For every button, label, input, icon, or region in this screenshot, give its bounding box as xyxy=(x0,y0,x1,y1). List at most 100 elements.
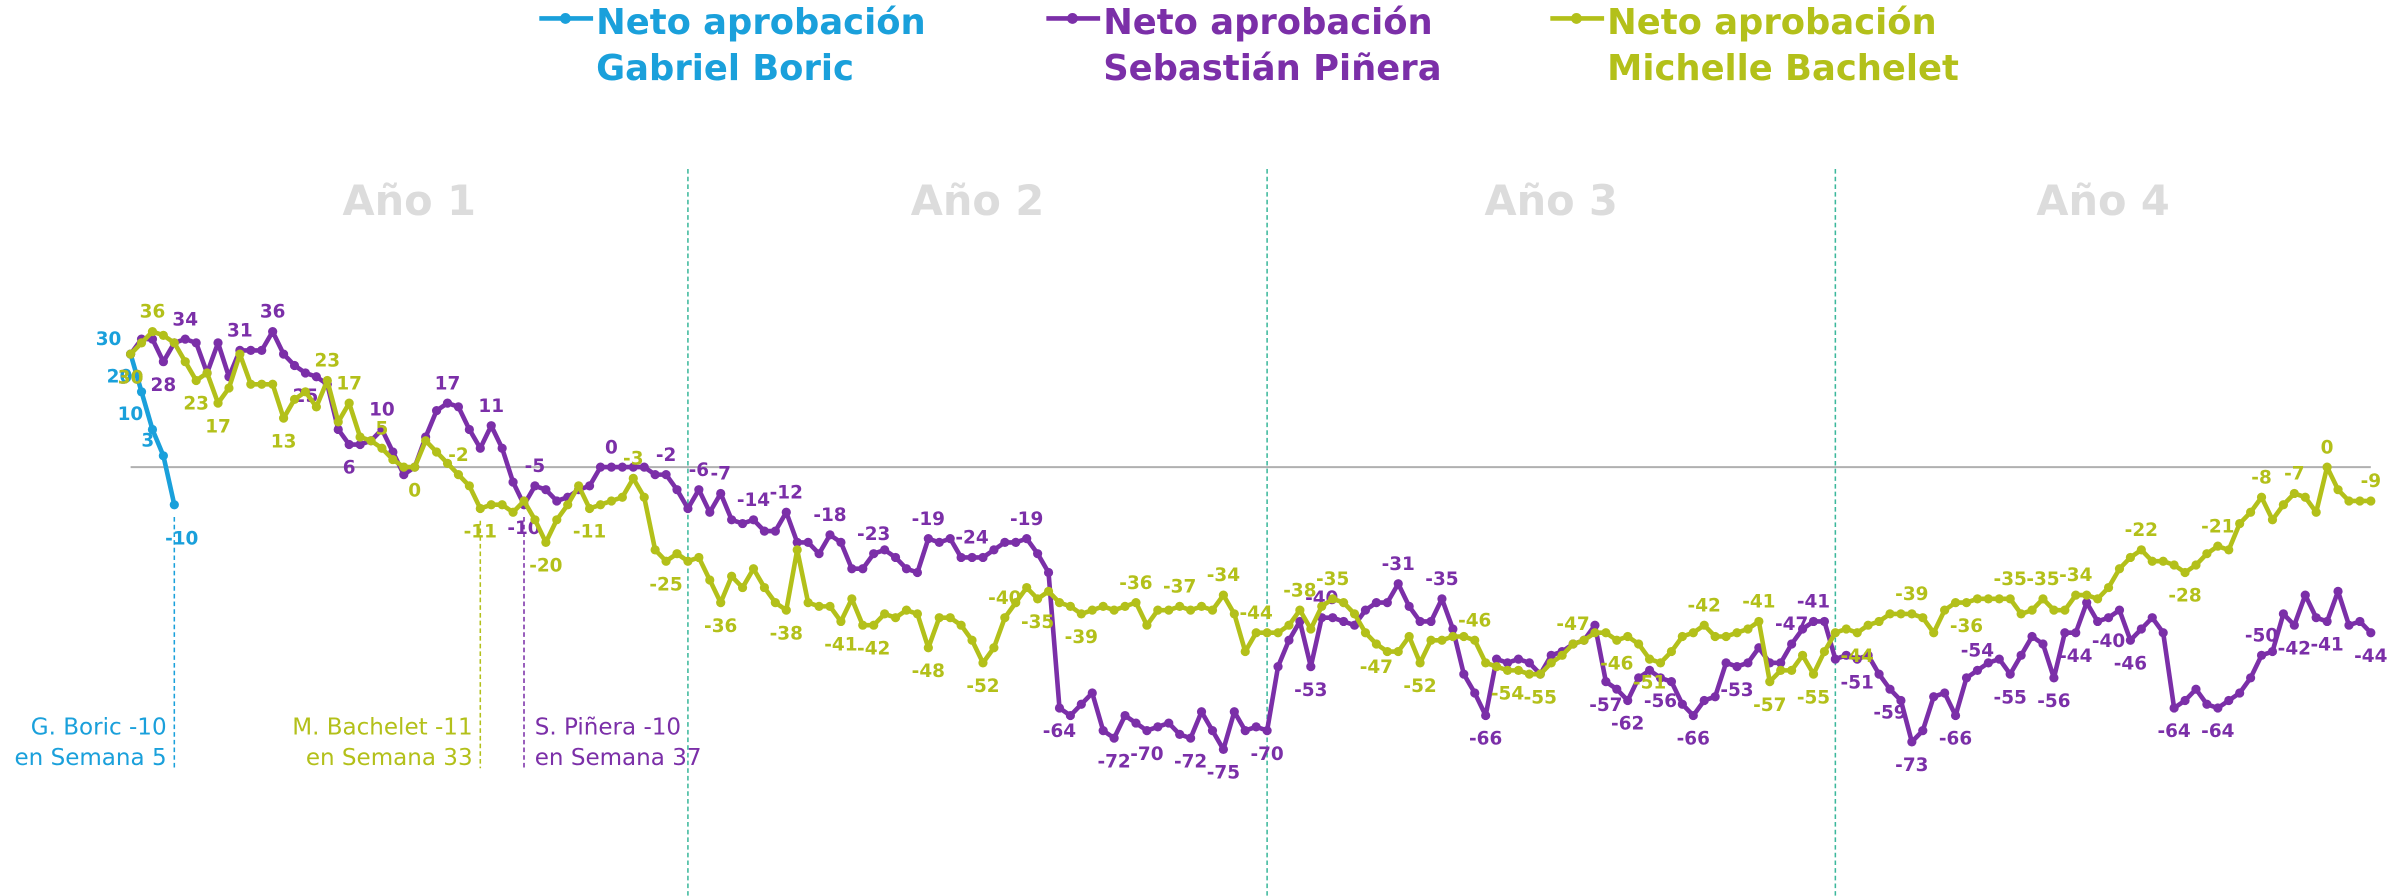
point xyxy=(934,613,944,623)
legend-dot xyxy=(560,13,571,24)
point xyxy=(1142,725,1152,736)
point xyxy=(912,609,923,619)
point xyxy=(1994,654,2004,664)
point xyxy=(1098,601,1108,611)
point xyxy=(2366,496,2376,506)
point xyxy=(1710,631,1720,642)
point xyxy=(737,582,748,593)
data-label: -35 xyxy=(1316,569,1349,590)
point xyxy=(2060,605,2070,615)
point xyxy=(180,334,190,344)
point xyxy=(923,643,933,653)
point xyxy=(1437,635,1447,645)
point xyxy=(639,492,649,502)
data-label: -55 xyxy=(1797,687,1830,708)
point xyxy=(1022,534,1032,544)
annotation: en Semana 5 xyxy=(15,745,167,771)
point xyxy=(1284,635,1294,645)
point xyxy=(1950,710,1961,721)
point xyxy=(705,507,715,517)
point xyxy=(1852,654,1862,664)
point xyxy=(1360,605,1371,615)
point xyxy=(1470,688,1480,698)
point xyxy=(2071,628,2081,638)
data-label: -40 xyxy=(2092,631,2125,652)
point xyxy=(421,436,431,446)
data-label: -34 xyxy=(1207,565,1240,586)
point xyxy=(1896,609,1906,619)
point xyxy=(617,462,627,472)
point xyxy=(880,545,890,555)
point xyxy=(2202,699,2212,709)
point xyxy=(2355,616,2365,627)
point xyxy=(235,349,245,359)
point xyxy=(1502,665,1513,675)
point xyxy=(1929,692,1939,702)
point xyxy=(1950,598,1961,608)
point xyxy=(967,552,977,563)
data-label: -56 xyxy=(1644,691,1677,712)
point xyxy=(584,481,595,491)
data-label: -36 xyxy=(1950,616,1983,637)
point xyxy=(1765,677,1775,687)
point xyxy=(2169,560,2179,570)
data-label: -47 xyxy=(1775,614,1808,635)
point xyxy=(147,326,158,337)
point xyxy=(311,372,321,382)
point xyxy=(661,470,671,480)
point xyxy=(1874,669,1884,679)
legend-marker xyxy=(539,13,594,24)
data-label: -34 xyxy=(2059,565,2092,586)
point xyxy=(322,375,332,386)
point xyxy=(672,485,682,495)
point xyxy=(2224,695,2234,706)
point xyxy=(1732,628,1742,638)
data-label: -21 xyxy=(2201,516,2234,537)
annotation: M. Bachelet -11 xyxy=(292,714,472,740)
point xyxy=(1185,605,1196,615)
point xyxy=(1513,665,1524,675)
point xyxy=(1371,639,1381,649)
point xyxy=(803,598,813,608)
point xyxy=(1776,665,1786,675)
data-label: -72 xyxy=(1097,751,1130,772)
point xyxy=(694,485,704,495)
data-label: -66 xyxy=(1939,729,1972,750)
point xyxy=(213,398,223,408)
point xyxy=(180,357,190,367)
point xyxy=(1131,598,1141,608)
point xyxy=(2082,590,2092,600)
point xyxy=(1994,594,2004,604)
point xyxy=(541,537,551,547)
point xyxy=(1601,677,1611,687)
point xyxy=(1328,594,1338,604)
point xyxy=(1841,624,1851,634)
point xyxy=(814,549,824,559)
data-label: -2 xyxy=(656,445,676,466)
point xyxy=(1131,718,1141,728)
point xyxy=(1677,631,1687,642)
point xyxy=(1295,605,1305,615)
data-label: -35 xyxy=(2026,569,2059,590)
point xyxy=(1601,628,1611,638)
point xyxy=(191,375,201,386)
point xyxy=(169,500,179,510)
point xyxy=(2114,605,2125,615)
data-label: -55 xyxy=(1994,687,2027,708)
data-label: -39 xyxy=(1065,627,1098,648)
point xyxy=(2158,556,2168,566)
data-label: -19 xyxy=(1010,509,1043,530)
point xyxy=(213,338,223,348)
point xyxy=(289,394,300,404)
point xyxy=(1262,725,1272,736)
point xyxy=(1317,601,1327,611)
point xyxy=(1841,650,1851,660)
point xyxy=(2125,635,2136,645)
point xyxy=(1120,710,1130,721)
point xyxy=(1557,650,1567,660)
point xyxy=(1065,601,1076,611)
point xyxy=(224,383,234,393)
point xyxy=(2322,616,2332,627)
data-label: 3 xyxy=(141,431,154,452)
point xyxy=(617,492,627,502)
